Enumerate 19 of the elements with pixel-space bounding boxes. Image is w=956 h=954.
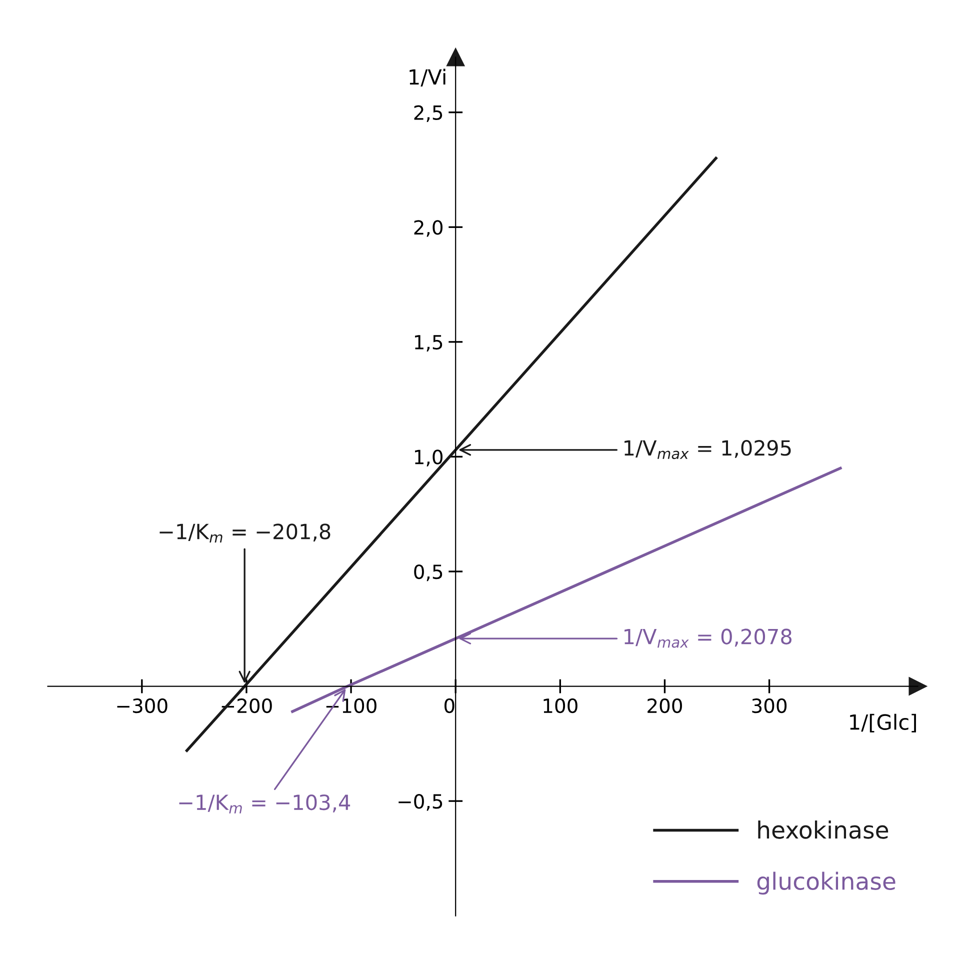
- annotation: 1/V$_{max}$ = 0,2078: [624, 628, 792, 648]
- x-axis-title: 1/[Glc]: [850, 714, 916, 732]
- x-tick-label: 300: [752, 698, 787, 714]
- y-tick-label: 1,0: [415, 450, 442, 466]
- x-tick-label: −300: [117, 698, 168, 714]
- x-tick-label: 0: [444, 698, 454, 714]
- y-tick-label: −0,5: [398, 794, 442, 811]
- y-tick-label: 1,5: [415, 335, 442, 352]
- x-tick-label: 200: [648, 698, 682, 714]
- annotation: −1/K$_{m}$ = −103,4: [179, 794, 350, 814]
- y-axis-title: 1/Vi: [410, 68, 446, 86]
- legend-label: hexokinase: [758, 820, 888, 839]
- y-tick-label: 2,5: [414, 105, 442, 122]
- y-tick-label: 2,0: [414, 220, 442, 237]
- legend-label: glucokinase: [757, 872, 896, 895]
- annotation: 1/V$_{max}$ = 1,0295: [624, 440, 791, 460]
- x-tick-label: 100: [544, 698, 578, 714]
- annotation: −1/K$_{m}$ = −201,8: [160, 524, 330, 542]
- y-tick-label: 0,5: [414, 564, 442, 582]
